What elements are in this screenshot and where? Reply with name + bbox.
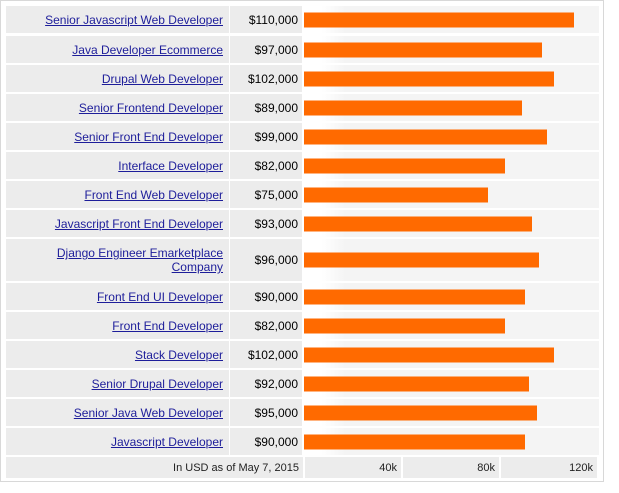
salary-bar <box>304 347 554 362</box>
salary-bar <box>304 71 554 86</box>
x-tick-label: 80k <box>403 457 499 478</box>
bar-cell <box>304 239 599 281</box>
salary-bar <box>304 158 505 173</box>
job-title-cell: Front End UI Developer <box>6 283 229 310</box>
salary-label: $82,000 <box>230 152 302 179</box>
job-title-link[interactable]: Django Engineer Emarketplace Company <box>56 246 223 274</box>
salary-label: $95,000 <box>230 399 302 426</box>
table-row: Senior Frontend Developer $89,000 <box>6 94 599 121</box>
x-axis: 40k 80k 120k <box>305 457 599 478</box>
job-title-cell: Javascript Developer <box>6 428 229 455</box>
bar-cell <box>304 312 599 339</box>
bar-cell <box>304 36 599 63</box>
job-title-link[interactable]: Senior Javascript Web Developer <box>45 12 223 27</box>
job-title-link[interactable]: Javascript Front End Developer <box>54 216 223 231</box>
salary-label: $90,000 <box>230 283 302 310</box>
bar-cell <box>304 370 599 397</box>
job-title-link[interactable]: Java Developer Ecommerce <box>72 42 223 57</box>
footnote-text: In USD as of May 7, 2015 <box>173 461 299 474</box>
bar-cell <box>304 94 599 121</box>
table-row: Senior Java Web Developer $95,000 <box>6 399 599 426</box>
salary-label: $97,000 <box>230 36 302 63</box>
bar-cell <box>304 65 599 92</box>
salary-label: $92,000 <box>230 370 302 397</box>
salary-chart: Senior Javascript Web Developer $110,000 J… <box>0 0 604 482</box>
salary-label: $93,000 <box>230 210 302 237</box>
salary-label: $75,000 <box>230 181 302 208</box>
bar-cell <box>304 6 599 33</box>
bar-cell <box>304 152 599 179</box>
job-title-cell: Front End Developer <box>6 312 229 339</box>
salary-bar <box>304 289 525 304</box>
bar-cell <box>304 399 599 426</box>
salary-bar <box>304 252 539 268</box>
table-row: Java Developer Ecommerce $97,000 <box>6 36 599 63</box>
bar-cell <box>304 283 599 310</box>
table-row: Javascript Front End Developer $93,000 <box>6 210 599 237</box>
footnote: In USD as of May 7, 2015 <box>6 457 303 478</box>
job-title-cell: Front End Web Developer <box>6 181 229 208</box>
table-row: Front End Developer $82,000 <box>6 312 599 339</box>
salary-label: $90,000 <box>230 428 302 455</box>
table-row: Stack Developer $102,000 <box>6 341 599 368</box>
job-title-cell: Senior Javascript Web Developer <box>6 6 229 33</box>
bar-cell <box>304 210 599 237</box>
chart-footer: In USD as of May 7, 2015 40k 80k 120k <box>6 457 599 478</box>
bar-cell <box>304 428 599 455</box>
job-title-cell: Senior Frontend Developer <box>6 94 229 121</box>
job-title-link[interactable]: Senior Drupal Developer <box>91 376 223 391</box>
table-row: Front End UI Developer $90,000 <box>6 283 599 310</box>
x-tick-label: 120k <box>501 457 597 478</box>
job-title-cell: Senior Front End Developer <box>6 123 229 150</box>
job-title-link[interactable]: Stack Developer <box>134 347 223 362</box>
table-row: Javascript Developer $90,000 <box>6 428 599 455</box>
salary-bar <box>304 318 505 333</box>
salary-bar <box>304 12 574 27</box>
job-title-link[interactable]: Javascript Developer <box>110 434 223 449</box>
salary-bar <box>304 376 529 391</box>
table-row: Interface Developer $82,000 <box>6 152 599 179</box>
salary-label: $99,000 <box>230 123 302 150</box>
job-title-cell: Drupal Web Developer <box>6 65 229 92</box>
job-title-link[interactable]: Interface Developer <box>118 158 223 173</box>
job-title-cell: Senior Java Web Developer <box>6 399 229 426</box>
job-title-link[interactable]: Senior Java Web Developer <box>73 405 223 420</box>
job-title-link[interactable]: Front End Web Developer <box>84 187 223 202</box>
salary-bar <box>304 216 532 231</box>
salary-bar <box>304 42 542 57</box>
salary-label: $89,000 <box>230 94 302 121</box>
table-row: Senior Javascript Web Developer $110,000 <box>6 6 599 33</box>
salary-bar <box>304 100 522 115</box>
table-row: Front End Web Developer $75,000 <box>6 181 599 208</box>
salary-bar <box>304 187 488 202</box>
salary-label: $102,000 <box>230 65 302 92</box>
job-title-link[interactable]: Front End Developer <box>112 318 223 333</box>
job-title-link[interactable]: Senior Frontend Developer <box>78 100 223 115</box>
bar-cell <box>304 341 599 368</box>
table-row: Drupal Web Developer $102,000 <box>6 65 599 92</box>
table-row: Senior Drupal Developer $92,000 <box>6 370 599 397</box>
salary-bar <box>304 405 537 420</box>
job-title-cell: Interface Developer <box>6 152 229 179</box>
x-tick-label: 40k <box>305 457 401 478</box>
salary-label: $96,000 <box>230 239 302 281</box>
job-title-cell: Javascript Front End Developer <box>6 210 229 237</box>
salary-bar <box>304 434 525 449</box>
job-title-link[interactable]: Senior Front End Developer <box>74 129 223 144</box>
job-title-cell: Java Developer Ecommerce <box>6 36 229 63</box>
bar-cell <box>304 181 599 208</box>
salary-label: $82,000 <box>230 312 302 339</box>
job-title-cell: Django Engineer Emarketplace Company <box>6 239 229 281</box>
salary-label: $110,000 <box>230 6 302 33</box>
job-title-link[interactable]: Drupal Web Developer <box>101 71 223 86</box>
bar-cell <box>304 123 599 150</box>
table-row: Django Engineer Emarketplace Company $96,… <box>6 239 599 281</box>
job-title-cell: Senior Drupal Developer <box>6 370 229 397</box>
job-title-cell: Stack Developer <box>6 341 229 368</box>
table-row: Senior Front End Developer $99,000 <box>6 123 599 150</box>
job-title-link[interactable]: Front End UI Developer <box>96 289 223 304</box>
salary-bar <box>304 129 547 144</box>
salary-label: $102,000 <box>230 341 302 368</box>
